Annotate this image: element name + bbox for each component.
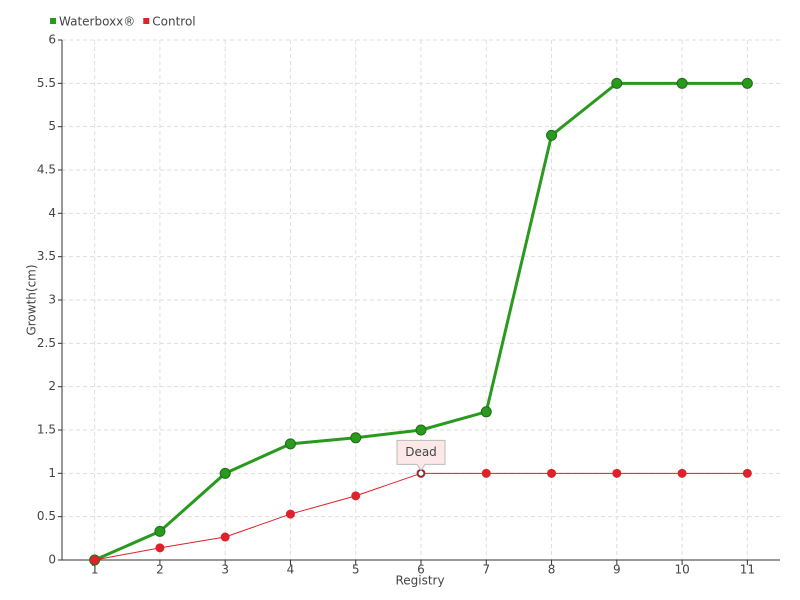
x-tick-label: 6 [417, 563, 425, 577]
data-point [220, 532, 230, 542]
annotation-text: Dead [405, 445, 437, 459]
data-point [677, 468, 687, 478]
data-point [351, 491, 361, 501]
data-point [284, 438, 296, 450]
x-tick-label: 4 [287, 563, 295, 577]
data-point [415, 424, 427, 436]
data-point [90, 555, 100, 565]
x-tick-label: 8 [548, 563, 556, 577]
data-point [350, 432, 362, 444]
y-tick-label: 4.5 [37, 163, 56, 177]
x-tick-label: 7 [482, 563, 490, 577]
data-point [546, 129, 558, 141]
data-point [481, 468, 491, 478]
x-tick-label: 10 [674, 563, 689, 577]
legend-label: Control [152, 15, 195, 29]
data-point [742, 468, 752, 478]
y-tick-label: 0 [48, 553, 56, 567]
annotation-box [396, 439, 446, 472]
data-point [611, 77, 623, 89]
data-point [676, 77, 688, 89]
y-tick-label: 4 [48, 206, 56, 220]
x-tick-label: 11 [740, 563, 755, 577]
y-tick-label: 2 [48, 379, 56, 393]
data-point [547, 468, 557, 478]
y-tick-label: 0.5 [37, 509, 56, 523]
data-point [154, 525, 166, 537]
y-tick-label: 3 [48, 293, 56, 307]
legend-label: Waterboxx® [59, 15, 135, 29]
y-axis-label: Growth(cm) [25, 264, 39, 335]
data-point [480, 406, 492, 418]
legend-swatch [143, 18, 150, 24]
legend-swatch [50, 18, 56, 24]
data-point [741, 77, 753, 89]
y-tick-label: 2.5 [37, 336, 56, 350]
y-tick-label: 3.5 [37, 249, 56, 263]
y-tick-label: 1.5 [37, 423, 56, 437]
x-tick-label: 5 [352, 563, 360, 577]
data-point [155, 543, 165, 553]
x-tick-label: 1 [91, 563, 99, 577]
data-point [219, 467, 231, 479]
x-axis-label: Registry [395, 574, 444, 588]
y-tick-label: 5 [48, 119, 56, 133]
data-point [612, 468, 622, 478]
y-tick-label: 1 [48, 466, 56, 480]
x-tick-label: 9 [613, 563, 621, 577]
y-tick-label: 5.5 [37, 76, 56, 90]
x-tick-label: 2 [156, 563, 164, 577]
x-tick-label: 3 [221, 563, 229, 577]
y-tick-label: 6 [48, 33, 56, 47]
data-point [285, 509, 295, 519]
